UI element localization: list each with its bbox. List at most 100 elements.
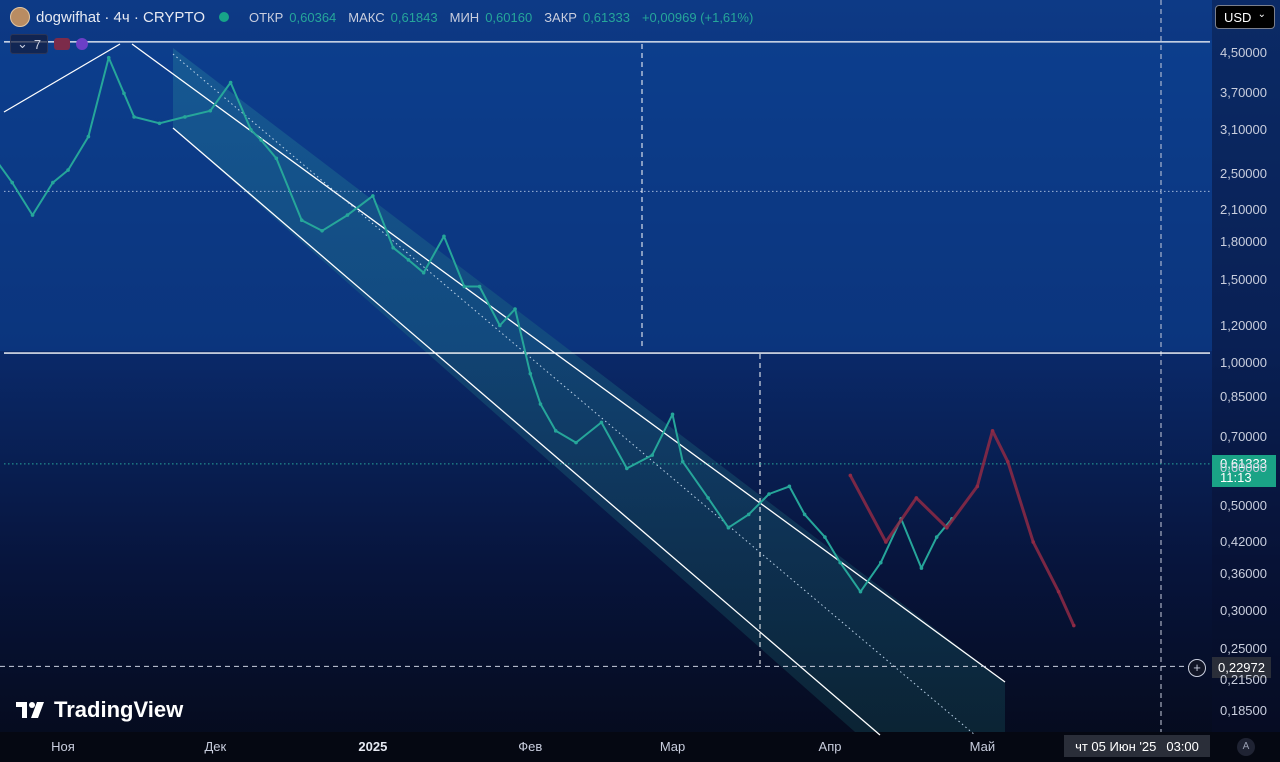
price-point-20 bbox=[299, 218, 304, 222]
indicators-count-box[interactable]: ⌄ 7 bbox=[10, 34, 49, 54]
price-point-17 bbox=[249, 128, 253, 132]
trend-line-left bbox=[3, 43, 121, 113]
price-point-28 bbox=[462, 284, 467, 289]
current-price-value: 0,61333 bbox=[1220, 456, 1267, 471]
bar-countdown: 11:13 bbox=[1220, 470, 1252, 485]
y-tick-label: 4,50000 bbox=[1220, 45, 1267, 60]
tradingview-logo-icon bbox=[16, 702, 44, 718]
price-point-37 bbox=[625, 466, 629, 471]
price-point-10 bbox=[106, 55, 111, 60]
y-tick-label: 1,20000 bbox=[1220, 317, 1267, 333]
chevron-down-icon: ⌄ bbox=[1257, 9, 1266, 20]
y-tick-label: 1,00000 bbox=[1220, 355, 1267, 371]
price-point-16 bbox=[228, 80, 233, 85]
projection-point-5 bbox=[990, 429, 995, 433]
projection-point-4 bbox=[975, 484, 980, 489]
projection-point-1 bbox=[884, 540, 888, 544]
x-tick-label: 2025 bbox=[358, 739, 388, 754]
price-point-48 bbox=[838, 560, 842, 565]
projection-point-9 bbox=[1072, 623, 1076, 628]
auto-scale-button[interactable]: A bbox=[1237, 738, 1255, 756]
projection-point-6 bbox=[1005, 459, 1010, 464]
channel-lower-line bbox=[172, 127, 881, 736]
price-point-47 bbox=[823, 535, 827, 539]
projection-point-7 bbox=[1031, 540, 1035, 544]
price-point-39 bbox=[670, 412, 675, 417]
x-tick-label: Апр bbox=[818, 739, 842, 754]
low-label: МИН bbox=[449, 9, 480, 25]
price-point-19 bbox=[274, 156, 279, 161]
price-point-52 bbox=[919, 566, 924, 570]
open-value: 0,60364 bbox=[289, 9, 337, 25]
price-point-32 bbox=[528, 371, 533, 376]
y-tick-label: 0,18500 bbox=[1220, 703, 1267, 718]
price-point-35 bbox=[574, 440, 578, 445]
y-tick-label: 0,36000 bbox=[1220, 565, 1267, 581]
indicator-circle-icon[interactable] bbox=[76, 38, 89, 50]
low-value: 0,60160 bbox=[485, 9, 533, 25]
price-point-41 bbox=[706, 496, 710, 500]
price-point-36 bbox=[599, 420, 604, 425]
price-point-53 bbox=[934, 535, 939, 539]
crosshair-time: 03:00 bbox=[1166, 738, 1199, 754]
x-tick-label: Май bbox=[969, 739, 996, 754]
price-point-23 bbox=[371, 194, 375, 198]
y-tick-label: 0,42000 bbox=[1220, 533, 1267, 549]
price-point-7 bbox=[51, 180, 55, 185]
crosshair-price-value: 0,22972 bbox=[1212, 657, 1271, 678]
indicators-toggle[interactable]: ⌄ 7 bbox=[10, 34, 89, 54]
price-point-42 bbox=[726, 525, 731, 530]
price-point-14 bbox=[183, 115, 187, 119]
price-point-49 bbox=[858, 589, 863, 594]
price-point-21 bbox=[320, 228, 324, 233]
price-point-33 bbox=[538, 402, 543, 406]
indicator-chip-icon[interactable] bbox=[54, 38, 71, 50]
price-point-18 bbox=[259, 138, 263, 142]
high-value: 0,61843 bbox=[390, 9, 438, 25]
y-tick-label: 1,80000 bbox=[1220, 233, 1267, 249]
open-label: ОТКР bbox=[249, 9, 284, 25]
price-point-45 bbox=[787, 484, 792, 489]
high-label: МАКС bbox=[348, 9, 385, 25]
price-point-25 bbox=[406, 258, 411, 262]
price-point-30 bbox=[498, 323, 502, 328]
projection-point-0 bbox=[848, 473, 853, 478]
price-point-46 bbox=[802, 512, 807, 517]
price-point-34 bbox=[553, 429, 558, 433]
add-alert-icon[interactable]: + bbox=[1188, 658, 1206, 677]
price-point-44 bbox=[767, 492, 771, 496]
projection-point-8 bbox=[1056, 589, 1061, 594]
price-point-6 bbox=[30, 213, 35, 217]
price-point-13 bbox=[157, 121, 162, 126]
y-tick-label: 0,21500 bbox=[1220, 672, 1267, 688]
price-point-8 bbox=[66, 168, 70, 172]
crosshair-time-tag: чт 05 Июн '25 03:00 bbox=[1064, 735, 1210, 757]
change-value: +0,00969 (+1,61%) bbox=[641, 9, 754, 25]
price-point-43 bbox=[746, 512, 751, 517]
price-point-11 bbox=[122, 91, 126, 96]
y-tick-label: 0,70000 bbox=[1220, 428, 1267, 444]
symbol-title[interactable]: dogwifhat · 4ч · CRYPTO bbox=[36, 8, 205, 26]
symbol-header: dogwifhat · 4ч · CRYPTO ОТКР 0,60364 МАКС… bbox=[10, 6, 753, 28]
price-point-12 bbox=[132, 115, 136, 119]
price-point-22 bbox=[345, 213, 350, 217]
y-tick-label: 3,70000 bbox=[1220, 85, 1267, 101]
x-tick-label: Мар bbox=[659, 739, 686, 754]
price-point-50 bbox=[878, 560, 883, 565]
y-tick-label: 2,50000 bbox=[1220, 166, 1267, 182]
price-point-27 bbox=[442, 234, 446, 239]
price-point-9 bbox=[86, 134, 91, 139]
y-tick-label: 0,25000 bbox=[1220, 640, 1267, 656]
projection-series-line bbox=[848, 429, 1076, 627]
y-tick-label: 0,50000 bbox=[1220, 498, 1267, 513]
currency-selector[interactable]: USD ⌄ bbox=[1215, 5, 1275, 29]
y-tick-label: 3,10000 bbox=[1220, 121, 1267, 137]
chevron-down-icon: ⌄ bbox=[17, 36, 28, 51]
y-tick-label: 0,60000 bbox=[1220, 460, 1267, 476]
price-axis-panel bbox=[1212, 0, 1280, 762]
price-point-29 bbox=[477, 284, 482, 289]
y-tick-label: 1,50000 bbox=[1220, 271, 1267, 287]
brand-name: TradingView bbox=[54, 697, 184, 722]
market-status-icon bbox=[219, 12, 229, 22]
